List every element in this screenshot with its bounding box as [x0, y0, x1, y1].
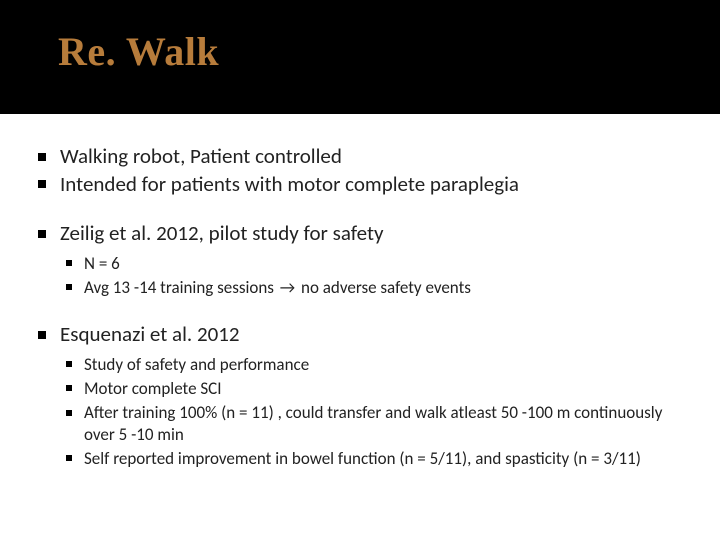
sub-bullet-list: N = 6 Avg 13 -14 training sessions → no … [60, 253, 684, 299]
bullet-text: Walking robot, Patient controlled [60, 143, 342, 169]
sub-bullet-item: Study of safety and performance [60, 354, 684, 375]
sub-bullet-item: N = 6 [60, 253, 684, 274]
bullet-list: Walking robot, Patient controlled Intend… [36, 144, 684, 197]
sub-bullet-text: After training 100% (n = 11) , could tra… [84, 402, 662, 444]
bullet-item: Walking robot, Patient controlled [36, 144, 684, 170]
sub-bullet-text: Avg 13 -14 training sessions [84, 277, 278, 298]
sub-bullet-item: After training 100% (n = 11) , could tra… [60, 402, 684, 445]
sub-bullet-text: Self reported improvement in bowel funct… [84, 448, 641, 469]
slide-title: Re. Walk [58, 28, 720, 75]
title-band: Re. Walk [0, 0, 720, 114]
sub-bullet-text: Motor complete SCI [84, 378, 222, 399]
bullet-text: Esquenazi et al. 2012 [60, 321, 240, 347]
sub-bullet-text: N = 6 [84, 253, 120, 274]
sub-bullet-text: Study of safety and performance [84, 354, 309, 375]
bullet-text: Intended for patients with motor complet… [60, 171, 519, 197]
bullet-list: Esquenazi et al. 2012 Study of safety an… [36, 322, 684, 469]
slide-content: Walking robot, Patient controlled Intend… [0, 114, 720, 469]
sub-bullet-item: Avg 13 -14 training sessions → no advers… [60, 277, 684, 298]
sub-bullet-list: Study of safety and performance Motor co… [60, 354, 684, 469]
bullet-item: Zeilig et al. 2012, pilot study for safe… [36, 221, 684, 298]
bullet-text: Zeilig et al. 2012, pilot study for safe… [60, 220, 384, 246]
sub-bullet-item: Self reported improvement in bowel funct… [60, 448, 684, 469]
arrow-icon: → [278, 277, 297, 298]
bullet-item: Intended for patients with motor complet… [36, 172, 684, 198]
sub-bullet-text: no adverse safety events [297, 277, 471, 298]
sub-bullet-item: Motor complete SCI [60, 378, 684, 399]
bullet-item: Esquenazi et al. 2012 Study of safety an… [36, 322, 684, 469]
bullet-list: Zeilig et al. 2012, pilot study for safe… [36, 221, 684, 298]
